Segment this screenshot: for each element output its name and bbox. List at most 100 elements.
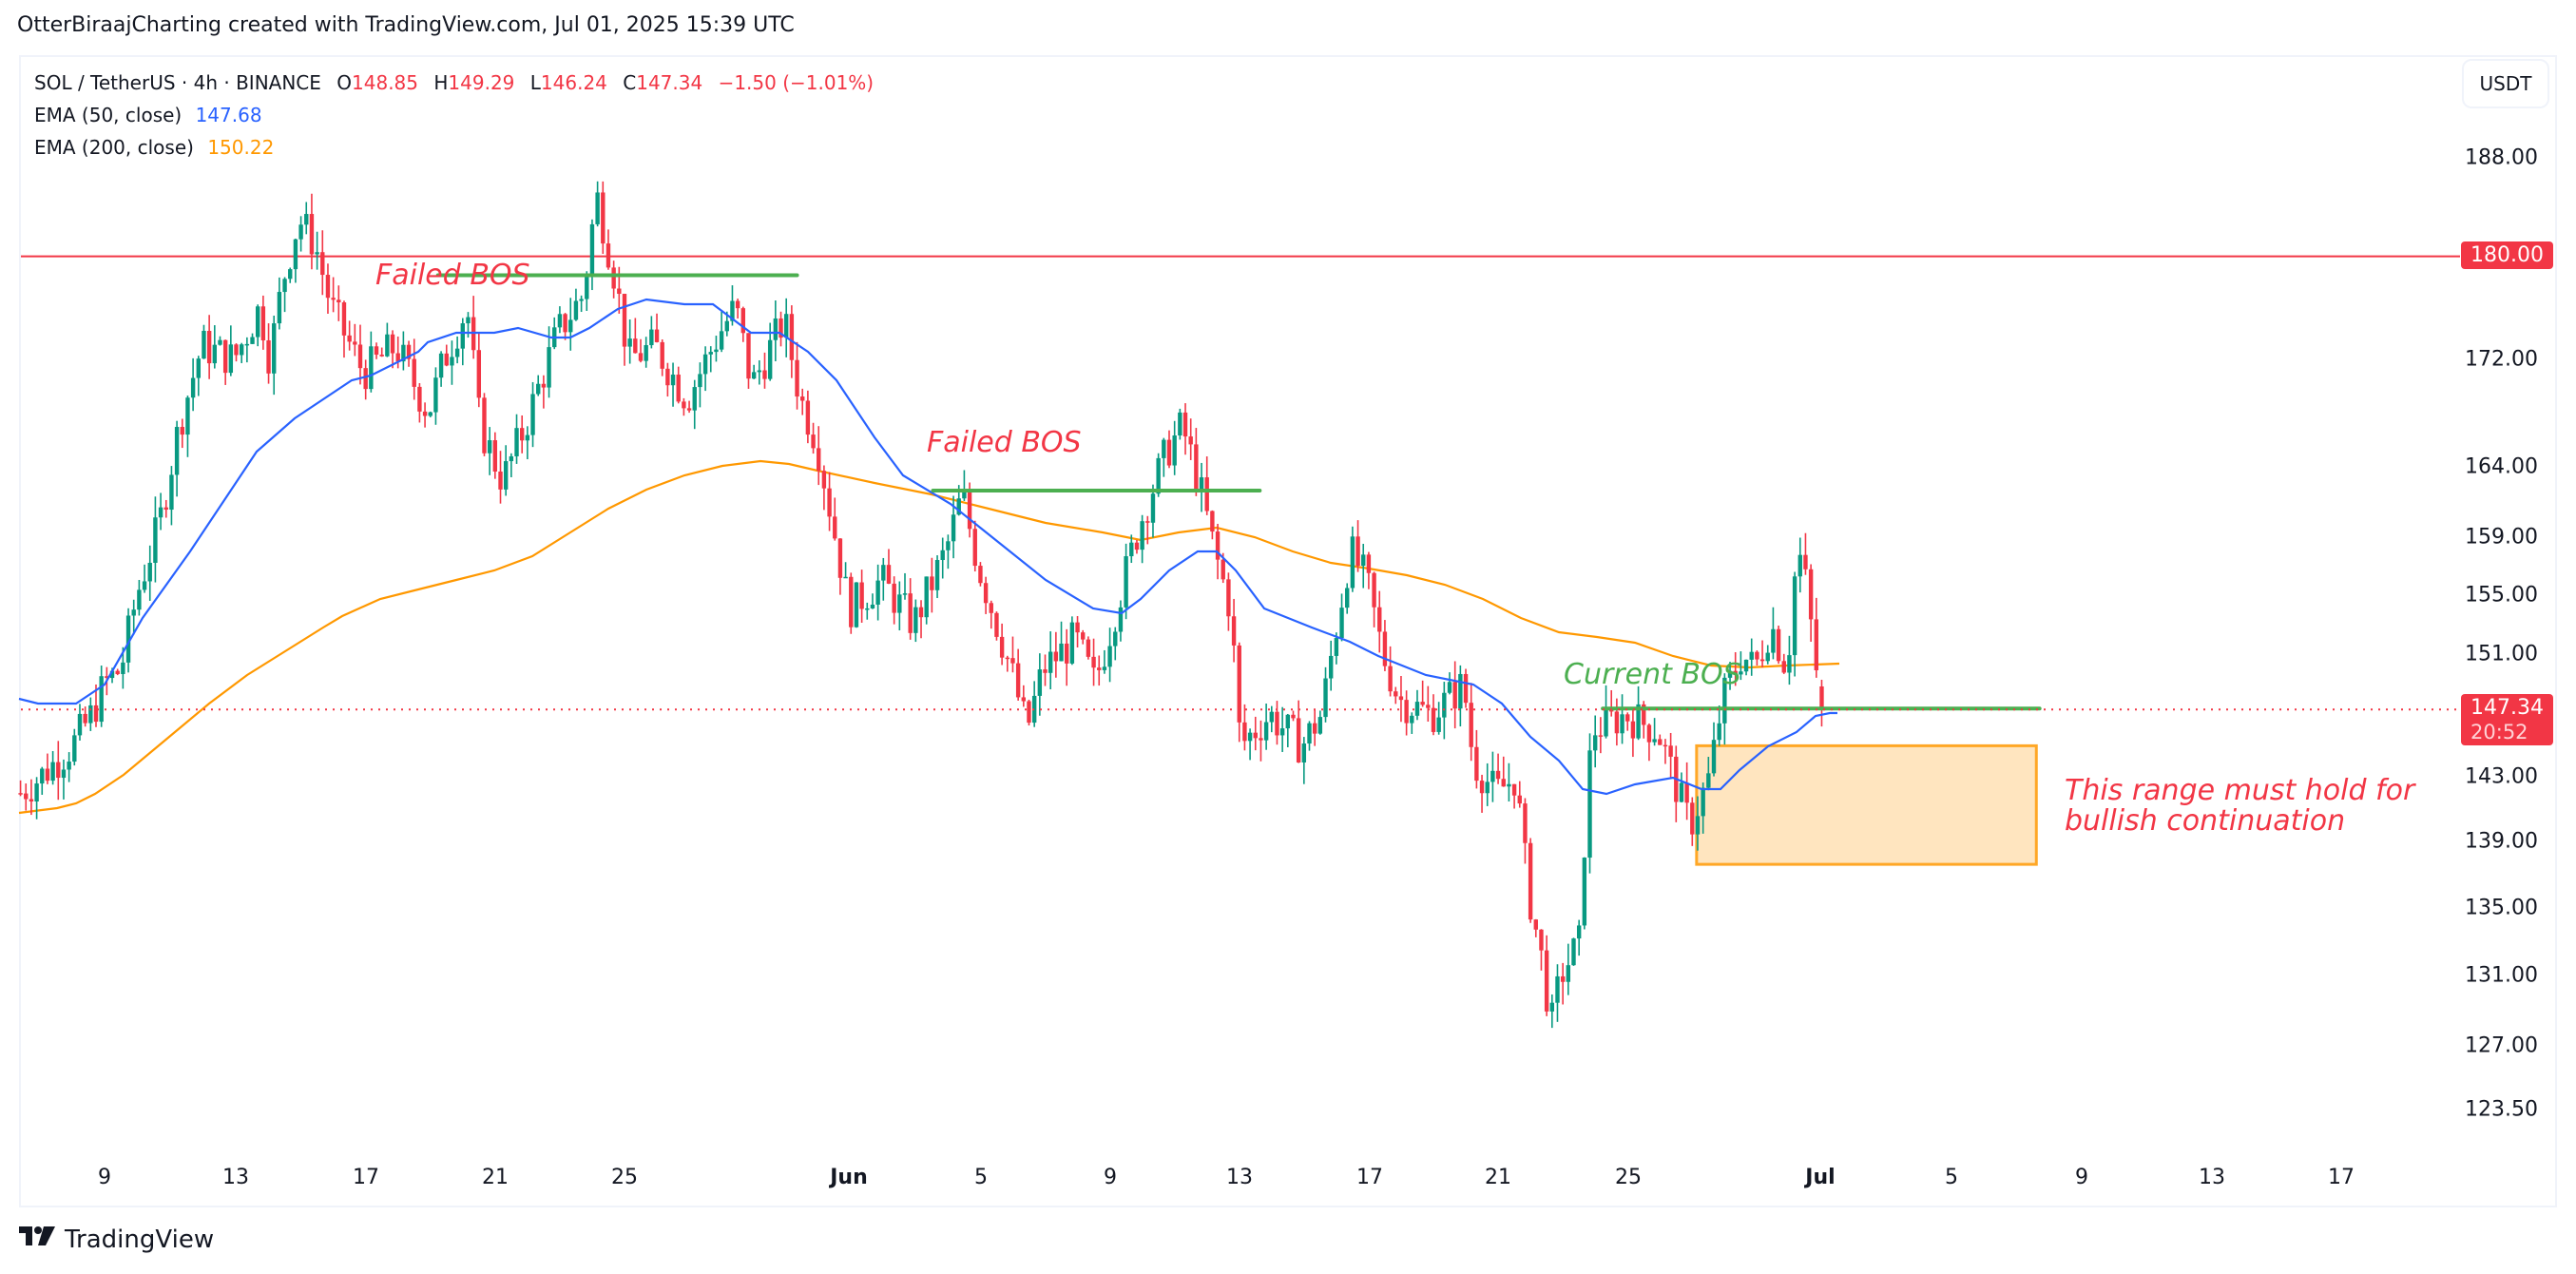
candle-body <box>1652 739 1657 743</box>
candle-body <box>1587 750 1592 859</box>
candle-body <box>417 386 422 412</box>
candle-body <box>757 370 762 373</box>
candle-body <box>422 411 428 416</box>
last-price-tag: 147.34 20:52 <box>2461 694 2553 745</box>
candle-body <box>773 318 779 340</box>
price-axis-label: 131.00 <box>2465 963 2538 988</box>
symbol-title[interactable]: SOL / TetherUS · 4h · BINANCE <box>34 71 321 94</box>
candle-body <box>1005 657 1009 660</box>
candle-body <box>859 582 864 609</box>
candle-body <box>644 345 648 361</box>
candle-body <box>833 516 837 539</box>
candle-body <box>601 192 606 244</box>
candle-body <box>24 793 29 800</box>
candle-body <box>239 344 244 356</box>
time-axis-label: 17 <box>2328 1166 2355 1189</box>
candle-body <box>519 428 525 441</box>
candle-body <box>1625 714 1630 722</box>
price-axis-label: 188.00 <box>2465 145 2538 170</box>
candle-body <box>88 705 93 724</box>
candle-body <box>536 383 541 395</box>
candle-body <box>1706 773 1711 788</box>
ema50-row[interactable]: EMA (50, close) 147.68 <box>34 99 874 131</box>
ema200-row[interactable]: EMA (200, close) 150.22 <box>34 131 874 164</box>
candle-body <box>660 341 664 369</box>
candle-body <box>1722 677 1727 724</box>
candle-body <box>800 396 805 401</box>
candle-body <box>1118 607 1124 632</box>
candle-body <box>1646 724 1652 743</box>
candle-body <box>1372 572 1376 608</box>
candle-body <box>29 799 34 802</box>
candle-body <box>304 214 309 225</box>
candle-body <box>1776 628 1781 662</box>
candle-body <box>779 318 783 338</box>
candle-body <box>93 705 99 723</box>
candle-body <box>131 609 136 616</box>
candle-body <box>1771 628 1776 653</box>
candle-body <box>638 353 644 361</box>
candle-body <box>125 615 131 663</box>
candle-body <box>1539 929 1544 951</box>
candle-body <box>1485 782 1490 794</box>
candle-body <box>1188 436 1193 445</box>
candle-body <box>795 359 799 397</box>
candle-body <box>1124 556 1128 608</box>
candle-body <box>740 308 746 334</box>
candle-body <box>1231 616 1237 646</box>
candle-body <box>385 334 390 357</box>
candle-body <box>142 581 147 590</box>
candle-body <box>1755 651 1759 660</box>
price-axis-label: 159.00 <box>2465 525 2538 550</box>
candle-body <box>196 358 201 378</box>
candle-body <box>1059 643 1064 662</box>
candle-body <box>1663 744 1668 747</box>
candle-body <box>1317 717 1323 734</box>
chart-attribution: OtterBiraajCharting created with Trading… <box>17 13 795 37</box>
candle-body <box>288 269 293 280</box>
candle-body <box>1426 705 1431 708</box>
candle-body <box>1021 697 1027 702</box>
candle-body <box>1031 695 1037 724</box>
time-axis-label: 5 <box>974 1166 988 1189</box>
candle-body <box>530 394 535 435</box>
candle-body <box>1711 740 1717 774</box>
candle-body <box>719 331 724 350</box>
open-key: O <box>336 71 353 94</box>
candle-body <box>1781 661 1786 673</box>
candle-body <box>1501 779 1506 787</box>
candle-body <box>1447 682 1452 693</box>
candle-body <box>1549 1002 1555 1012</box>
candle-body <box>821 471 827 489</box>
candle-body <box>353 341 357 345</box>
candle-body <box>1328 655 1334 679</box>
candle-body <box>1739 671 1743 675</box>
ema200-value: 150.22 <box>207 136 275 159</box>
candle-body <box>1247 732 1253 742</box>
candle-body <box>1523 803 1528 843</box>
candle-body <box>967 492 972 530</box>
candle-body <box>1323 678 1328 718</box>
candle-body <box>1285 714 1291 729</box>
candle-body <box>1560 975 1566 982</box>
candle-body <box>492 440 498 472</box>
candle-body <box>1334 638 1339 656</box>
high-key: H <box>433 71 449 94</box>
candle-body <box>735 300 740 309</box>
time-axis-label: 25 <box>1615 1166 1642 1189</box>
candle-body <box>1150 493 1156 523</box>
candle-body <box>487 440 492 454</box>
candle-body <box>1598 735 1604 737</box>
candle-body <box>1404 700 1409 724</box>
candle-body <box>45 768 50 782</box>
ema50-line <box>18 298 1837 796</box>
candle-body <box>541 383 547 388</box>
candle-body <box>875 580 880 605</box>
tradingview-logo[interactable]: TradingView <box>19 1225 214 1254</box>
failed-bos-label-2: Failed BOS <box>927 426 1082 459</box>
candle-body <box>676 375 681 402</box>
currency-button[interactable]: USDT <box>2462 59 2549 108</box>
candle-body <box>1765 652 1770 662</box>
candle-body <box>892 583 896 613</box>
